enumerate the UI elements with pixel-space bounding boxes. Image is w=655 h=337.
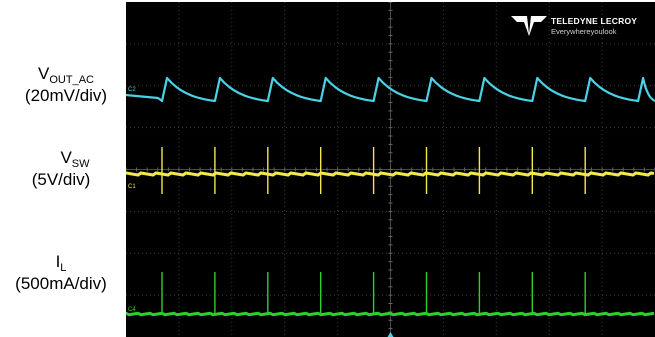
vsw-channel-marker: C1 [128, 184, 136, 190]
vout-waveform [126, 76, 655, 103]
vout-channel-marker: C2 [128, 87, 136, 93]
vsw-label: VSW (5V/div) [31, 148, 91, 189]
oscilloscope-screen: C2 C1 C4 TELEDYNE LECROY Everywhereyoulook [126, 2, 655, 337]
brand-name: TELEDYNE LECROY [551, 16, 638, 26]
vsw-baseline [126, 171, 655, 177]
waveform-plot: C2 C1 C4 [126, 2, 655, 337]
teledyne-logo-icon [511, 16, 547, 36]
brand-tagline: Everywhereyoulook [551, 27, 617, 36]
trigger-marker [387, 332, 394, 337]
il-label: IL (500mA/div) [15, 252, 107, 293]
il-channel-marker: C4 [128, 307, 136, 313]
brand-badge: TELEDYNE LECROY Everywhereyoulook [511, 12, 651, 46]
il-baseline [126, 311, 655, 317]
vout-label: VOUT_AC (20mV/div) [24, 64, 108, 105]
